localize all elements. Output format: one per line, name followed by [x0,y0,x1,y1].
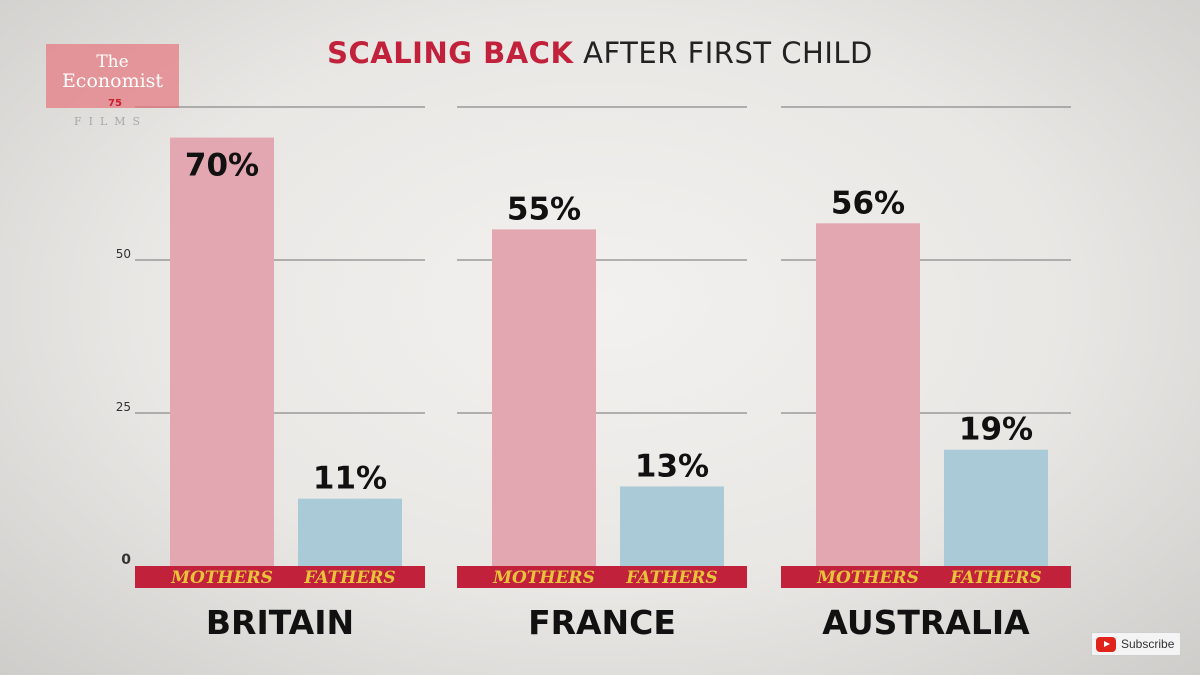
economist-logo: The Economist [46,44,179,108]
y-tick-label: 0 [121,552,131,568]
bar-fathers [298,498,402,566]
group-label: BRITAIN [206,603,354,642]
logo-films: FILMS [74,115,148,128]
data-label: 55% [507,191,581,227]
series-label: MOTHERS [170,568,273,588]
data-label: 19% [959,412,1033,448]
y-tick-label: 50 [116,247,131,261]
bar-fathers [620,486,724,566]
youtube-icon [1096,636,1116,652]
data-label: 70% [185,148,259,184]
bar-fathers [944,449,1048,566]
subscribe-label: Subscribe [1121,637,1175,651]
title-rest: AFTER FIRST CHILD [583,36,873,70]
chart-title: SCALING BACK AFTER FIRST CHILD [0,36,1200,70]
bar-mothers [816,223,920,566]
group-label: FRANCE [528,603,676,642]
series-label: MOTHERS [816,568,919,588]
data-label: 56% [831,185,905,221]
group-label: AUSTRALIA [822,603,1030,642]
logo-number: 75 [108,98,122,109]
series-label-strip [781,566,1071,588]
data-label: 11% [313,461,387,497]
series-label: FATHERS [625,568,717,588]
logo-line-1: The [96,52,129,72]
bar-mothers [170,137,274,566]
series-label-strip [135,566,425,588]
title-highlight: SCALING BACK [327,36,574,70]
y-tick-label: 25 [116,400,131,414]
series-label: MOTHERS [492,568,595,588]
series-label: FATHERS [949,568,1041,588]
series-label: FATHERS [303,568,395,588]
subscribe-button[interactable]: Subscribe [1091,632,1181,656]
logo-line-2: Economist [61,69,164,92]
data-label: 13% [635,448,709,484]
bar-mothers [492,229,596,566]
series-label-strip [457,566,747,588]
